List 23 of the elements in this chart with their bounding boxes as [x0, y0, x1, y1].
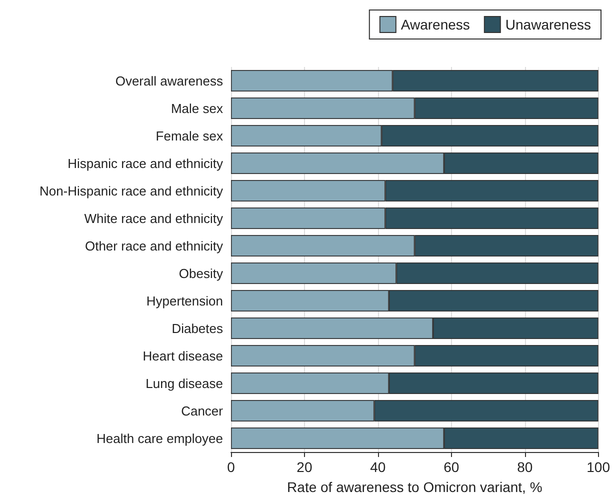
- y-tick-label: Diabetes: [172, 320, 224, 336]
- y-tick-label: Cancer: [181, 403, 224, 418]
- y-tick-label: Other race and ethnicity: [84, 238, 224, 254]
- y-tick-label: Hispanic race and ethnicity: [68, 156, 224, 171]
- legend-label: Awareness: [400, 16, 470, 32]
- y-tick-label: Hypertension: [146, 293, 223, 308]
- x-tick-label: 0: [227, 459, 236, 475]
- y-tick-label: Lung disease: [146, 376, 223, 391]
- y-tick-label: Overall awareness: [115, 73, 224, 88]
- x-tick-label: 80: [517, 459, 533, 475]
- y-tick-label: Male sex: [170, 100, 224, 116]
- y-tick-label: Health care employee: [96, 430, 223, 446]
- y-tick-label: Female sex: [156, 128, 224, 144]
- x-tick-label: 20: [296, 459, 312, 475]
- y-tick-label: Non-Hispanic race and ethnicity: [39, 183, 224, 198]
- legend-label: Unawareness: [505, 16, 592, 32]
- x-axis-title: Rate of awareness to Omicron variant, %: [287, 479, 542, 495]
- y-tick-label: Heart disease: [142, 348, 223, 364]
- y-tick-label: White race and ethnicity: [84, 210, 224, 226]
- x-tick-label: 40: [370, 459, 386, 475]
- y-tick-label: Obesity: [178, 266, 224, 281]
- x-tick-label: 100: [586, 459, 610, 475]
- x-tick-label: 60: [444, 459, 460, 475]
